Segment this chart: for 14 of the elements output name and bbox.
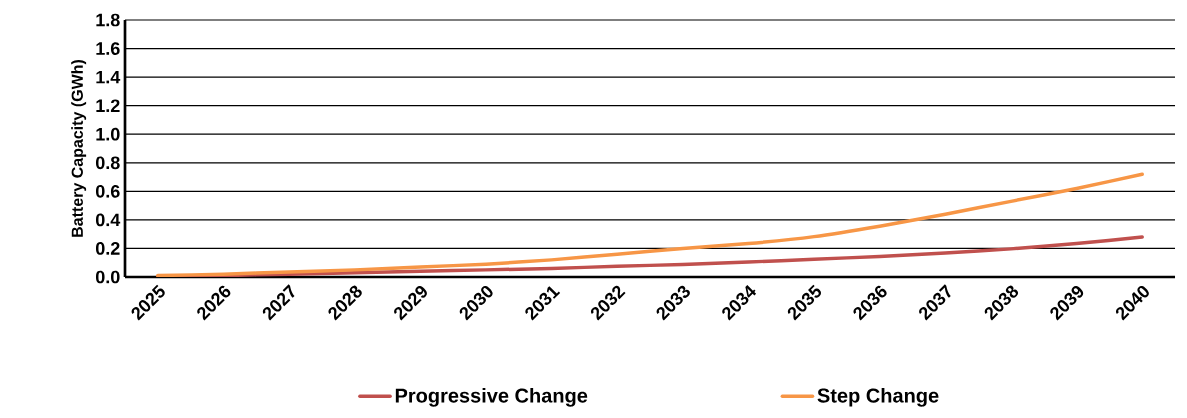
y-tick-label: 1.2 — [96, 99, 120, 112]
y-axis-title: Battery Capacity (GWh) — [71, 59, 87, 237]
legend-label: Progressive Change — [395, 387, 588, 407]
y-tick-label: 0.4 — [95, 213, 121, 227]
y-tick-label: 0.0 — [95, 270, 120, 284]
y-tick-label: 1.4 — [96, 70, 121, 84]
y-tick-label: 0.8 — [95, 156, 120, 170]
y-tick-label: 0.6 — [95, 184, 120, 198]
y-tick-label: 1.8 — [96, 13, 120, 27]
legend-label: Step Change — [817, 387, 939, 407]
y-tick-label: 1.0 — [96, 127, 120, 141]
y-tick-label: 1.6 — [96, 42, 120, 55]
y-tick-label: 0.2 — [95, 242, 120, 255]
line-series — [156, 172, 1144, 277]
